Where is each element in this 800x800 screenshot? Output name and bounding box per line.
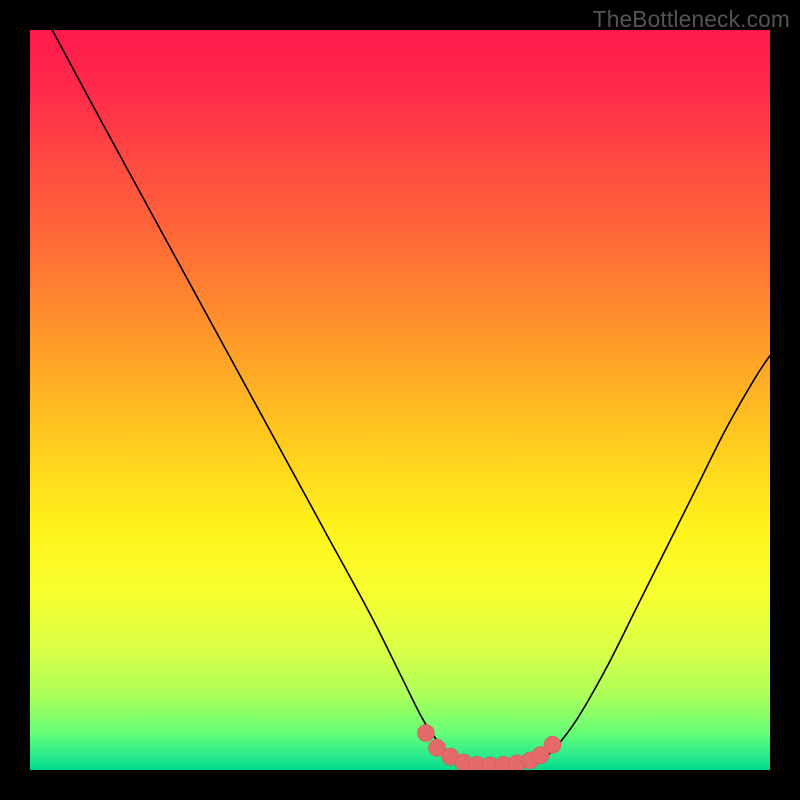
scatter-point bbox=[417, 725, 434, 742]
figure-root: TheBottleneck.com bbox=[0, 0, 800, 800]
plot-background-gradient bbox=[30, 30, 770, 770]
watermark-text: TheBottleneck.com bbox=[593, 6, 790, 33]
bottleneck-chart-svg bbox=[0, 0, 800, 800]
scatter-point bbox=[544, 736, 561, 753]
